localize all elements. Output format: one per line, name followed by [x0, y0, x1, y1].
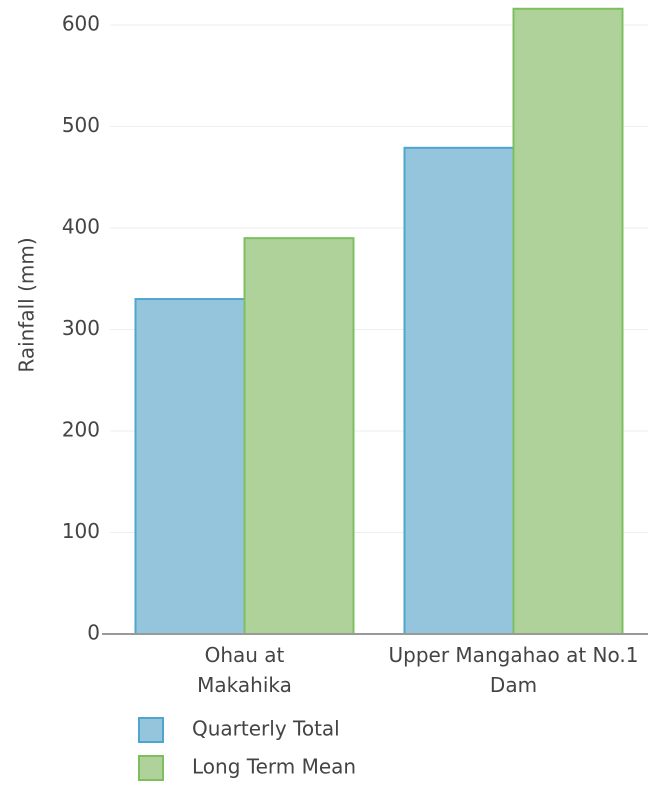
legend-label: Quarterly Total — [192, 717, 340, 741]
y-tick-label: 100 — [62, 519, 100, 543]
x-tick-label: Ohau at Makahika — [197, 643, 292, 697]
y-tick-label: 300 — [62, 316, 100, 340]
y-tick-label: 200 — [62, 418, 100, 442]
legend-label: Long Term Mean — [192, 755, 356, 779]
legend-swatch — [138, 717, 164, 743]
y-axis-label: Rainfall (mm) — [15, 237, 39, 372]
bar — [403, 146, 515, 635]
y-tick-label: 500 — [62, 113, 100, 137]
y-tick-label: 400 — [62, 215, 100, 239]
legend-swatch — [138, 755, 164, 781]
bar — [512, 7, 624, 635]
bar — [134, 298, 246, 635]
y-tick-label: 0 — [87, 621, 100, 645]
bar — [243, 237, 355, 635]
x-tick-label: Upper Mangahao at No.1 Dam — [388, 643, 639, 697]
y-tick-label: 600 — [62, 12, 100, 36]
